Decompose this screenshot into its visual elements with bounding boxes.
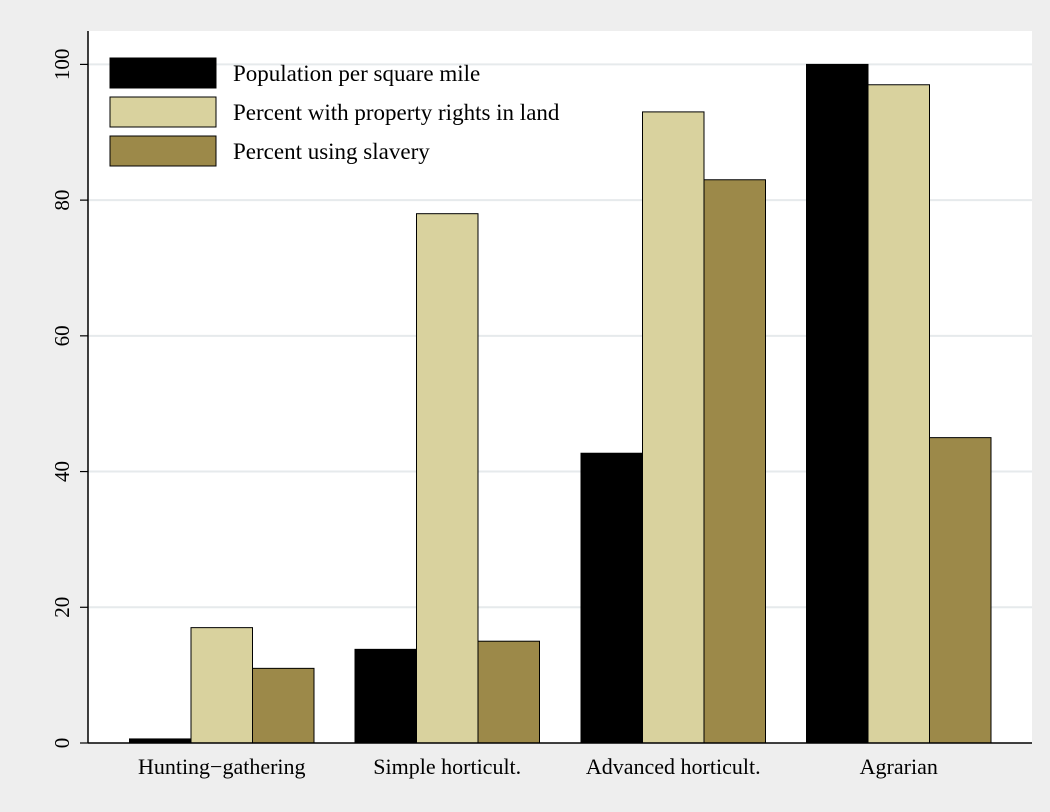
legend-label: Population per square mile: [233, 61, 480, 86]
x-category-label: Hunting−gathering: [138, 754, 306, 779]
legend-label: Percent using slavery: [233, 139, 430, 164]
legend-label: Percent with property rights in land: [233, 100, 560, 125]
bar: [416, 213, 479, 744]
legend-swatch: [109, 135, 217, 167]
y-tick-label: 0: [50, 738, 74, 749]
bar: [580, 452, 643, 744]
x-category-label: Agrarian: [860, 754, 938, 779]
y-tick-label: 100: [50, 49, 74, 81]
legend-swatch: [109, 57, 217, 89]
y-tick-label: 20: [50, 597, 74, 618]
bar: [252, 667, 315, 744]
bar: [354, 648, 417, 744]
bar: [477, 640, 540, 744]
y-tick-label: 80: [50, 190, 74, 211]
bar: [190, 627, 253, 744]
axes: 0 20 40 60 80 100 Hunting−gathering Simple hort…: [50, 31, 1032, 779]
legend: Population per square mile Percent with p…: [109, 57, 560, 167]
bars: [129, 63, 992, 744]
x-category-label: Advanced horticult.: [586, 754, 761, 779]
y-tick-label: 40: [50, 461, 74, 482]
bar: [867, 84, 930, 744]
x-category-label: Simple horticult.: [373, 754, 521, 779]
bar: [806, 63, 869, 744]
bar: [929, 437, 992, 744]
legend-swatch: [109, 96, 217, 128]
bar: [642, 111, 705, 744]
bar: [703, 179, 766, 744]
y-tick-label: 60: [50, 325, 74, 346]
